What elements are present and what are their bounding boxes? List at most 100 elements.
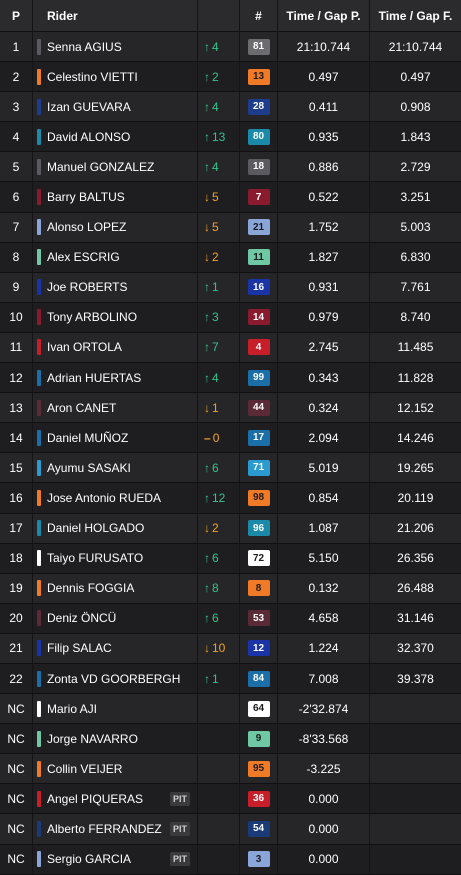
table-row[interactable]: NC Jorge NAVARRO 9 -8'33.568 [0,724,461,755]
header-position[interactable]: P [0,0,33,31]
gap-first: 2.729 [400,159,431,174]
table-row[interactable]: 20 Deniz ÖNCÜ ↑ 6 53 4.658 31.146 [0,603,461,634]
header-gap-first[interactable]: Time / Gap F. [378,8,453,23]
table-row[interactable]: NC Mario AJI 64 -2'32.874 [0,694,461,725]
rider-name[interactable]: Alberto FERRANDEZ [47,821,162,836]
gap-first: 32.370 [397,641,434,656]
rider-number-badge: 81 [247,38,270,55]
table-row[interactable]: NC Sergio GARCIA PIT 3 0.000 [0,844,461,875]
number-cell: 99 [240,363,278,393]
table-row[interactable]: 10 Tony ARBOLINO ↑ 3 14 0.979 8.740 [0,302,461,333]
table-row[interactable]: 13 Aron CANET ↓ 1 44 0.324 12.152 [0,393,461,424]
rider-name[interactable]: David ALONSO [47,129,131,144]
table-row[interactable]: 2 Celestino VIETTI ↑ 2 13 0.497 0.497 [0,62,461,93]
number-cell: 18 [240,152,278,182]
table-row[interactable]: 1 Senna AGIUS ↑ 4 81 21:10.744 21:10.744 [0,32,461,63]
table-row[interactable]: 15 Ayumu SASAKI ↑ 6 71 5.019 19.265 [0,453,461,484]
position: 17 [0,513,33,543]
rider-name[interactable]: Filip SALAC [47,641,112,656]
gap-first: 26.356 [397,551,434,566]
rider-cell: Filip SALAC [33,633,198,663]
rider-name[interactable]: Daniel HOLGADO [47,521,145,536]
rider-name[interactable]: Tony ARBOLINO [47,310,138,325]
header-rider[interactable]: Rider [33,0,198,31]
number-cell: 53 [240,603,278,633]
gap-previous: 1.087 [278,513,370,543]
rider-name[interactable]: Joe ROBERTS [47,280,128,295]
gap-previous: -8'33.568 [278,724,370,754]
gap-previous: 2.745 [278,332,370,363]
gap-first [370,845,461,874]
team-color-bar [37,158,41,175]
positions-gained-value: 1 [212,400,219,415]
table-row[interactable]: 11 Ivan ORTOLA ↑ 7 4 2.745 11.485 [0,332,461,364]
rider-name[interactable]: Sergio GARCIA [47,852,132,867]
arrow-down-icon: ↓ [204,190,210,205]
table-row[interactable]: 14 Daniel MUÑOZ –0 17 2.094 14.246 [0,423,461,454]
table-row[interactable]: NC Angel PIQUERAS PIT 36 0.000 [0,784,461,815]
rider-name[interactable]: Collin VEIJER [47,761,123,776]
table-row[interactable]: 22 Zonta VD GOORBERGH ↑ 1 84 7.008 39.378 [0,663,461,695]
team-color-bar [37,339,41,356]
gap-first: 0.908 [400,99,431,114]
table-row[interactable]: NC Collin VEIJER 95 -3.225 [0,754,461,785]
position: 14 [0,423,33,453]
table-row[interactable]: 18 Taiyo FURUSATO ↑ 6 72 5.150 26.356 [0,543,461,574]
table-row[interactable]: 8 Alex ESCRIG ↓ 2 11 1.827 6.830 [0,242,461,273]
position: 1 [0,32,33,62]
position: 21 [0,633,33,663]
table-row[interactable]: 5 Manuel GONZALEZ ↑ 4 18 0.886 2.729 [0,152,461,183]
rider-name[interactable]: Taiyo FURUSATO [47,551,144,566]
gap-previous: 1.752 [278,212,370,242]
table-row[interactable]: 4 David ALONSO ↑ 13 80 0.935 1.843 [0,122,461,153]
gap-previous: -3.225 [278,754,370,784]
table-row[interactable]: 17 Daniel HOLGADO ↓ 2 96 1.087 21.206 [0,513,461,544]
number-cell: 36 [240,784,278,814]
table-row[interactable]: 16 Jose Antonio RUEDA ↑ 12 98 0.854 20.119 [0,483,461,514]
gap-previous: 0.132 [278,573,370,603]
number-cell: 9 [240,724,278,754]
rider-name[interactable]: Alonso LOPEZ [47,220,127,235]
rider-name[interactable]: Ivan ORTOLA [47,340,122,355]
rider-name[interactable]: Daniel MUÑOZ [47,430,129,445]
team-color-bar [37,68,41,85]
rider-name[interactable]: Dennis FOGGIA [47,581,135,596]
number-cell: 44 [240,393,278,423]
rider-name[interactable]: Manuel GONZALEZ [47,159,155,174]
arrow-up-icon: ↑ [204,551,210,566]
table-row[interactable]: 7 Alonso LOPEZ ↓ 5 21 1.752 5.003 [0,212,461,243]
rider-name[interactable]: Izan GUEVARA [47,99,131,114]
table-row[interactable]: 3 Izan GUEVARA ↑ 4 28 0.411 0.908 [0,92,461,123]
rider-cell: Alberto FERRANDEZ PIT [33,814,198,844]
gap-previous: 0.935 [278,122,370,152]
rider-cell: Daniel MUÑOZ [33,423,198,453]
rider-cell: Aron CANET [33,393,198,423]
header-gap-previous[interactable]: Time / Gap P. [278,0,370,31]
gap-first: 12.152 [397,400,434,415]
rider-name[interactable]: Adrian HUERTAS [47,370,142,385]
rider-name[interactable]: Mario AJI [47,701,98,716]
table-row[interactable]: 6 Barry BALTUS ↓ 5 7 0.522 3.251 [0,182,461,213]
rider-name[interactable]: Barry BALTUS [47,190,125,205]
rider-name[interactable]: Alex ESCRIG [47,250,120,265]
rider-name[interactable]: Deniz ÖNCÜ [47,611,117,626]
rider-name[interactable]: Senna AGIUS [47,39,122,54]
rider-name[interactable]: Zonta VD GOORBERGH [47,671,181,686]
table-row[interactable]: 19 Dennis FOGGIA ↑ 8 8 0.132 26.488 [0,573,461,604]
rider-name[interactable]: Aron CANET [47,400,117,415]
rider-name[interactable]: Jorge NAVARRO [47,731,138,746]
positions-gained: ↑ 3 [198,302,240,332]
rider-name[interactable]: Ayumu SASAKI [47,460,131,475]
header-number[interactable]: # [240,0,278,31]
gap-first: 39.378 [397,671,434,686]
rider-number-badge: 72 [247,550,270,567]
table-row[interactable]: 12 Adrian HUERTAS ↑ 4 99 0.343 11.828 [0,363,461,394]
rider-name[interactable]: Celestino VIETTI [47,69,138,84]
rider-name[interactable]: Angel PIQUERAS [47,791,144,806]
position: 9 [0,272,33,302]
rider-number-badge: 4 [247,339,270,356]
rider-name[interactable]: Jose Antonio RUEDA [47,490,162,505]
table-row[interactable]: 9 Joe ROBERTS ↑ 1 16 0.931 7.761 [0,272,461,303]
table-row[interactable]: NC Alberto FERRANDEZ PIT 54 0.000 [0,814,461,845]
table-row[interactable]: 21 Filip SALAC ↓ 10 12 1.224 32.370 [0,633,461,664]
